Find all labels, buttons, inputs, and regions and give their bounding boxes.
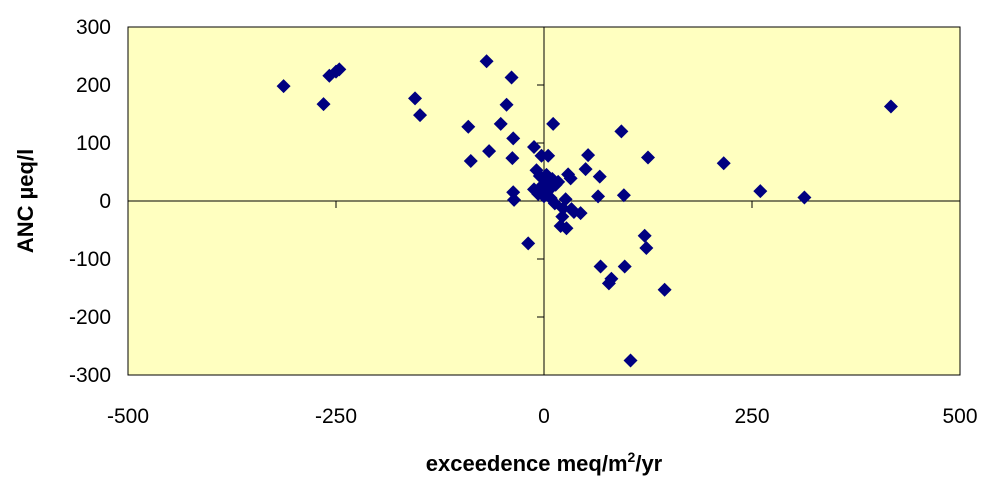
- data-point: [616, 188, 631, 203]
- data-point: [639, 240, 654, 255]
- y-tick-label: 300: [76, 16, 111, 39]
- x-axis-title-suffix: /yr: [635, 451, 662, 476]
- data-point: [555, 209, 570, 224]
- x-tick-label: -250: [315, 405, 357, 428]
- data-point: [657, 282, 672, 297]
- y-tick-labels: 300 200 100 0 -100 -200 -300: [69, 16, 111, 387]
- data-point: [883, 99, 898, 114]
- x-tick-label: 500: [942, 405, 977, 428]
- data-point: [482, 144, 497, 159]
- data-point: [591, 189, 606, 204]
- x-tick-label: 250: [734, 405, 769, 428]
- data-point: [578, 162, 593, 177]
- data-point: [581, 148, 596, 163]
- data-point: [551, 174, 566, 189]
- x-axis-title-main: exceedence meq/m: [426, 451, 628, 476]
- data-point: [563, 171, 578, 186]
- data-point: [558, 192, 573, 207]
- data-point: [527, 140, 542, 155]
- data-point: [463, 153, 478, 168]
- y-tick-marks: [537, 26, 544, 376]
- x-tick-labels: -500 -250 0 250 500: [107, 405, 978, 428]
- data-point: [592, 169, 607, 184]
- data-point: [499, 97, 514, 112]
- x-axis-title: exceedence meq/m2/yr: [426, 449, 663, 476]
- data-point: [505, 151, 520, 166]
- y-tick-label: -100: [69, 248, 111, 271]
- data-point: [617, 259, 632, 274]
- data-point: [614, 124, 629, 139]
- y-tick-label: 200: [76, 74, 111, 97]
- data-point: [641, 150, 655, 165]
- data-point: [506, 131, 521, 146]
- data-point: [507, 192, 522, 207]
- data-point: [332, 62, 347, 77]
- data-point: [493, 116, 508, 131]
- y-tick-label: -200: [69, 306, 111, 329]
- data-point: [593, 259, 608, 274]
- y-tick-label: 0: [99, 190, 111, 213]
- x-tick-label: -500: [107, 405, 149, 428]
- data-point: [413, 108, 428, 123]
- data-point: [408, 91, 423, 106]
- y-axis-title: ANC µeq/l: [13, 149, 38, 253]
- data-point: [753, 184, 768, 199]
- data-point: [546, 116, 561, 131]
- data-point: [604, 271, 619, 286]
- y-tick-label: 100: [76, 132, 111, 155]
- data-point: [623, 353, 638, 368]
- data-point: [716, 156, 731, 171]
- data-point: [479, 54, 494, 69]
- data-point: [461, 119, 476, 134]
- x-tick-label: 0: [538, 405, 550, 428]
- data-point: [637, 228, 652, 243]
- x-axis-title-sup: 2: [628, 449, 636, 465]
- data-point: [276, 79, 291, 94]
- data-point: [316, 97, 331, 112]
- data-point: [559, 221, 574, 236]
- data-point: [573, 206, 588, 221]
- data-point: [521, 236, 536, 251]
- y-tick-label: -300: [69, 364, 111, 387]
- data-point: [504, 70, 519, 85]
- data-point: [797, 190, 812, 205]
- data-point: [541, 148, 556, 163]
- data-points: [276, 54, 898, 368]
